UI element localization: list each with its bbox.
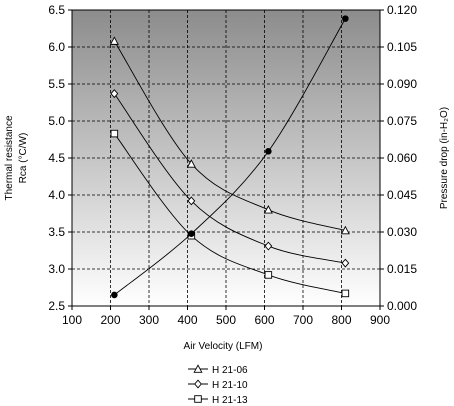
y-right-tick-label: 0.000 bbox=[387, 299, 417, 313]
y-left-tick-label: 3.0 bbox=[48, 262, 65, 276]
legend-item: H 21-06 bbox=[188, 364, 248, 376]
y-left-axis-label-line1: Thermal resistance bbox=[4, 115, 15, 200]
y-left-axis-label-line2: Rca (°C/W) bbox=[18, 133, 29, 184]
data-point-filled-circle bbox=[342, 15, 349, 22]
series-1 bbox=[109, 36, 350, 235]
data-point-triangle bbox=[340, 225, 350, 235]
y-right-tick-label: 0.120 bbox=[387, 3, 417, 17]
y-left-tick-label: 6.5 bbox=[48, 3, 65, 17]
series-line bbox=[114, 18, 346, 296]
data-point-filled-circle bbox=[265, 148, 272, 155]
y-left-tick-label: 4.5 bbox=[48, 151, 65, 165]
x-tick-label: 900 bbox=[370, 313, 390, 327]
data-point-filled-circle bbox=[188, 230, 195, 238]
y-right-tick-label: 0.045 bbox=[387, 188, 417, 202]
data-point-triangle bbox=[263, 205, 273, 214]
data-point-diamond bbox=[341, 258, 350, 268]
x-tick-label: 300 bbox=[139, 313, 159, 327]
y-left-tick-label: 5.5 bbox=[48, 77, 65, 91]
data-point-triangle bbox=[109, 36, 119, 45]
y-right-tick-label: 0.015 bbox=[387, 262, 417, 276]
series-line bbox=[113, 133, 346, 294]
grid bbox=[72, 10, 380, 306]
y-right-tick-label: 0.030 bbox=[387, 225, 417, 239]
data-point-square bbox=[341, 289, 350, 298]
x-tick-label: 500 bbox=[216, 313, 236, 327]
y-right-tick-label: 0.060 bbox=[387, 151, 417, 165]
y-right-axis-label: Pressure drop (in-H₂O) bbox=[439, 107, 450, 209]
series-line bbox=[113, 93, 346, 264]
y-left-tick-label: 3.5 bbox=[48, 225, 65, 239]
legend: H 21-06 H 21-10 H 21-13 bbox=[188, 364, 248, 406]
y-left-axis-ticks: 2.5 3.0 3.5 4.0 4.5 5.0 5.5 6.0 6.5 bbox=[48, 3, 72, 313]
x-tick-label: 800 bbox=[331, 313, 351, 327]
data-point-diamond bbox=[187, 196, 196, 206]
y-right-tick-label: 0.075 bbox=[387, 114, 417, 128]
series-4 bbox=[111, 15, 349, 299]
x-tick-label: 100 bbox=[62, 313, 82, 327]
data-point-square bbox=[264, 271, 273, 279]
legend-item: H 21-13 bbox=[188, 395, 248, 406]
series-layer bbox=[109, 15, 350, 299]
legend-label: H 21-10 bbox=[212, 380, 248, 391]
data-point-diamond bbox=[264, 241, 273, 251]
y-left-tick-label: 5.0 bbox=[48, 114, 65, 128]
data-point-triangle bbox=[186, 159, 196, 168]
legend-marker-square bbox=[194, 395, 202, 403]
y-right-tick-label: 0.105 bbox=[387, 40, 417, 54]
x-axis-ticks: 100 200 300 400 500 600 700 800 900 bbox=[62, 306, 390, 327]
legend-marker-triangle bbox=[193, 364, 203, 373]
x-tick-label: 600 bbox=[254, 313, 274, 327]
data-point-filled-circle bbox=[111, 291, 118, 299]
y-left-tick-label: 6.0 bbox=[48, 40, 65, 54]
y-right-tick-label: 0.090 bbox=[387, 77, 417, 91]
legend-marker-diamond bbox=[194, 379, 202, 389]
legend-label: H 21-06 bbox=[212, 365, 248, 376]
legend-item: H 21-10 bbox=[188, 379, 248, 391]
legend-label: H 21-13 bbox=[212, 395, 248, 406]
x-tick-label: 700 bbox=[293, 313, 313, 327]
series-2 bbox=[110, 89, 350, 268]
x-axis-label: Air Velocity (LFM) bbox=[184, 341, 263, 352]
y-left-tick-label: 4.0 bbox=[48, 188, 65, 202]
x-tick-label: 200 bbox=[100, 313, 120, 327]
y-left-tick-label: 2.5 bbox=[48, 299, 65, 313]
series-line bbox=[113, 40, 346, 231]
y-right-axis-ticks: 0.000 0.015 0.030 0.045 0.060 0.075 0.090 0.105… bbox=[380, 3, 417, 313]
x-tick-label: 400 bbox=[177, 313, 197, 327]
data-point-square bbox=[110, 129, 119, 138]
data-point-diamond bbox=[110, 89, 119, 99]
